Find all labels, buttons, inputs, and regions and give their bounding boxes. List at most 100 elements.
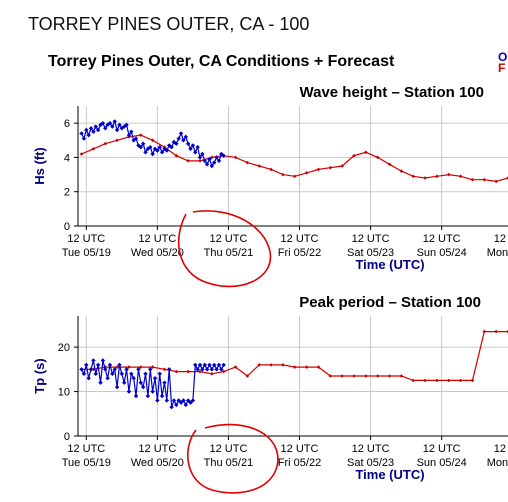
observed-data-point: [93, 371, 98, 376]
forecast-data-point: [174, 369, 179, 374]
forecast-data-point: [115, 138, 119, 143]
observed-data-point: [209, 163, 215, 169]
forecast-data-point: [316, 167, 321, 172]
forecast-data-point: [316, 365, 321, 369]
observed-data-point: [126, 132, 132, 138]
y-axis-label: Hs (ft): [32, 147, 47, 185]
y-tick-label: 6: [64, 118, 70, 130]
forecast-data-point: [340, 374, 344, 378]
observed-data-point: [190, 143, 196, 148]
x-tick-label-date: Mon 05/25: [487, 247, 508, 259]
observed-data-point: [131, 376, 136, 381]
observed-data-point: [84, 362, 89, 368]
peak-period-chart: Peak period – Station 100 0 10 20 12 UTC Tue …: [32, 294, 508, 482]
forecast-data-point: [292, 365, 297, 369]
observed-data-point: [216, 158, 222, 164]
forecast-data-point: [364, 150, 368, 155]
x-tick-label-date: Fri 05/22: [278, 247, 321, 259]
observed-data-point: [79, 131, 84, 136]
forecast-data-point: [423, 378, 427, 383]
observed-data-point: [152, 376, 158, 381]
x-tick-label-time: 12 UTC: [209, 443, 247, 455]
observed-data-point: [119, 371, 125, 376]
forecast-data-point: [186, 369, 190, 374]
forecast-data-point: [494, 179, 498, 184]
forecast-data-point: [281, 363, 285, 367]
observed-data-point: [136, 367, 141, 372]
observed-data-point: [183, 134, 188, 140]
forecast-data-point: [115, 365, 119, 369]
observed-data-point: [214, 367, 219, 372]
observed-data-point: [176, 136, 181, 141]
forecast-data-point: [387, 374, 392, 378]
observed-data-point: [84, 127, 89, 133]
forecast-data-point: [458, 174, 463, 179]
observed-data-point: [169, 144, 174, 150]
observed-data-point: [138, 380, 143, 385]
forecast-data-point: [375, 374, 380, 378]
forecast-data-point: [245, 374, 250, 378]
observed-data-point: [202, 158, 207, 164]
forecast-data-point: [470, 177, 475, 182]
y-tick-label: 0: [64, 221, 70, 233]
x-tick-label-date: Sun 05/24: [417, 457, 467, 469]
x-tick-label-date: Mon 05/25: [487, 457, 508, 469]
observed-data-point: [174, 141, 179, 146]
x-tick-label-time: 12 UTC: [352, 443, 390, 455]
observed-data-point: [197, 155, 203, 160]
observed-data-point: [195, 144, 200, 150]
forecast-data-point: [411, 174, 416, 179]
observed-data-point: [93, 124, 98, 129]
forecast-data-point: [281, 172, 285, 177]
forecast-data-point: [364, 374, 368, 378]
forecast-data-point: [150, 138, 155, 143]
observed-data-point: [100, 358, 106, 363]
observed-data-point: [110, 124, 115, 129]
x-axis-label: Time (UTC): [355, 257, 424, 272]
observed-data-point: [103, 367, 108, 372]
forecast-data-point: [458, 378, 463, 383]
forecast-data-point: [446, 378, 451, 383]
observed-data-point: [221, 362, 226, 368]
y-tick-label: 0: [64, 431, 70, 443]
forecast-data-point: [435, 378, 439, 383]
observed-data-point: [88, 126, 94, 131]
forecast-data-point: [103, 141, 108, 146]
observed-data-point: [200, 367, 205, 372]
x-tick-label-time: 12 UTC: [67, 443, 105, 455]
annotation-layer: [178, 210, 279, 494]
x-tick-label-time: 12 UTC: [352, 233, 390, 245]
x-axis-label: Time (UTC): [355, 467, 424, 482]
x-tick-label-time: 12 UTC: [494, 233, 508, 245]
forecast-data-point: [221, 369, 226, 374]
forecast-data-point: [162, 367, 167, 372]
observed-data-point: [100, 120, 106, 126]
y-tick-label: 2: [64, 187, 70, 199]
forecast-data-point: [233, 155, 238, 160]
wave-height-chart: Wave height – Station 100 0 2 4 6 12 UTC Tue 0…: [32, 84, 508, 272]
observed-data-point: [157, 371, 162, 376]
observed-data-point: [117, 122, 122, 128]
forecast-data-point: [91, 147, 96, 151]
annotation-circle-top: [178, 210, 272, 288]
annotation-circle-bottom: [187, 423, 279, 494]
observed-data-point: [107, 362, 113, 368]
observed-data-point: [212, 160, 217, 165]
observed-data-point: [185, 141, 191, 146]
forecast-data-point: [435, 174, 439, 179]
observed-data-point: [121, 380, 127, 385]
legend-observed: O: [498, 50, 508, 64]
observed-data-point: [178, 131, 184, 136]
observed-data-point: [195, 367, 200, 372]
forecast-data-point: [138, 133, 143, 137]
observed-data-point: [150, 151, 155, 157]
observed-data-point: [119, 126, 125, 131]
observed-data-point: [212, 362, 217, 368]
forecast-data-point: [127, 365, 131, 369]
forecast-data-point: [304, 365, 309, 369]
observed-data-point: [157, 144, 162, 150]
observed-data-point: [181, 138, 186, 143]
forecast-data-point: [292, 174, 297, 179]
observed-data-point: [167, 367, 172, 372]
